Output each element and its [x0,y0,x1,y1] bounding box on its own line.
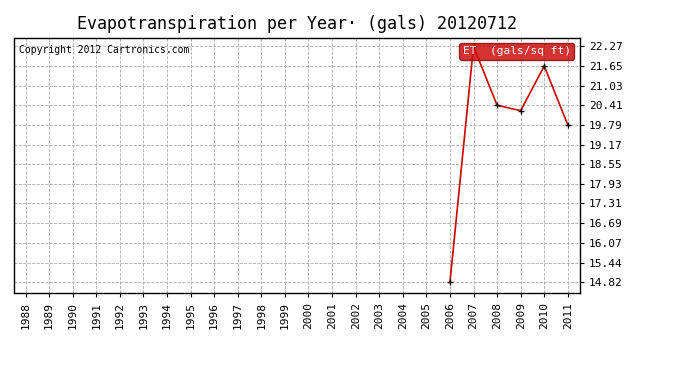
Text: Evapotranspiration per Year· (gals) 20120712: Evapotranspiration per Year· (gals) 2012… [77,15,517,33]
Legend: ET  (gals/sq ft): ET (gals/sq ft) [460,43,574,60]
Text: Copyright 2012 Cartronics.com: Copyright 2012 Cartronics.com [19,45,190,55]
